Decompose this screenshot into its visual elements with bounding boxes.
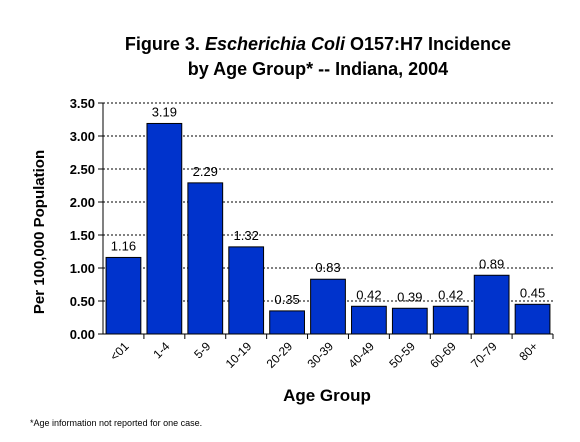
x-tick-label: <01 — [107, 339, 132, 364]
value-label: 0.45 — [520, 285, 545, 300]
y-tick-label: 1.00 — [70, 261, 95, 276]
y-tick-label: 2.50 — [70, 162, 95, 177]
y-tick-label: 0.00 — [70, 327, 95, 342]
bar-40-49 — [351, 305, 387, 335]
bar-50-59 — [391, 307, 428, 335]
value-label: 0.42 — [356, 287, 381, 302]
x-tick-label: 40-49 — [345, 339, 377, 371]
bar-<01 — [105, 256, 142, 335]
bar-20-29 — [269, 310, 305, 335]
bar-80+ — [514, 303, 551, 335]
x-tick-label: 20-29 — [264, 339, 296, 371]
bar-10-19 — [228, 246, 265, 335]
bar-70-79 — [473, 274, 510, 335]
axes — [102, 103, 553, 335]
y-tick-label: 3.50 — [70, 96, 95, 111]
chart-title-line1: Figure 3. Escherichia Coli O157:H7 Incid… — [125, 34, 511, 54]
y-axis-label: Per 100,000 Population — [31, 150, 48, 314]
x-tick-label: 1-4 — [150, 339, 172, 361]
value-label: 0.35 — [274, 292, 299, 307]
x-tick-label: 60-69 — [427, 339, 459, 371]
value-label: 0.39 — [397, 289, 422, 304]
value-label: 2.29 — [193, 164, 218, 179]
x-tick-label: 5-9 — [191, 339, 213, 361]
x-tick-label: 70-79 — [468, 339, 500, 371]
bar-60-69 — [432, 305, 469, 335]
value-labels: 1.16 3.19 2.29 1.32 0.35 0.83 0.42 0.39 0.42 0.89… — [111, 104, 545, 306]
y-tick-label: 3.00 — [70, 129, 95, 144]
value-label: 1.16 — [111, 238, 136, 253]
bars — [105, 122, 551, 335]
footnote: *Age information not reported for one ca… — [30, 418, 202, 428]
x-tick-label: 50-59 — [386, 339, 418, 371]
x-tick-label: 80+ — [516, 339, 540, 363]
y-tick-label: 0.50 — [70, 294, 95, 309]
y-tick-label: 2.00 — [70, 195, 95, 210]
x-tick-labels: <01 1-4 5-9 10-19 20-29 30-39 40-49 50-59 60-69 7… — [107, 334, 554, 371]
bar-1-4 — [146, 122, 183, 335]
value-label: 0.89 — [479, 256, 504, 271]
x-tick-label: 30-39 — [305, 339, 337, 371]
x-axis-label: Age Group — [283, 386, 371, 405]
value-label: 0.83 — [315, 260, 340, 275]
chart-title-line2: by Age Group* -- Indiana, 2004 — [188, 59, 448, 79]
bar-5-9 — [187, 182, 224, 335]
x-tick-label: 10-19 — [223, 339, 255, 371]
value-label: 3.19 — [152, 104, 177, 119]
value-label: 1.32 — [234, 228, 259, 243]
y-tick-labels: 0.00 0.50 1.00 1.50 2.00 2.50 3.00 3.50 — [70, 96, 103, 342]
value-label: 0.42 — [438, 287, 463, 302]
y-tick-label: 1.50 — [70, 228, 95, 243]
bar-30-39 — [310, 278, 346, 335]
